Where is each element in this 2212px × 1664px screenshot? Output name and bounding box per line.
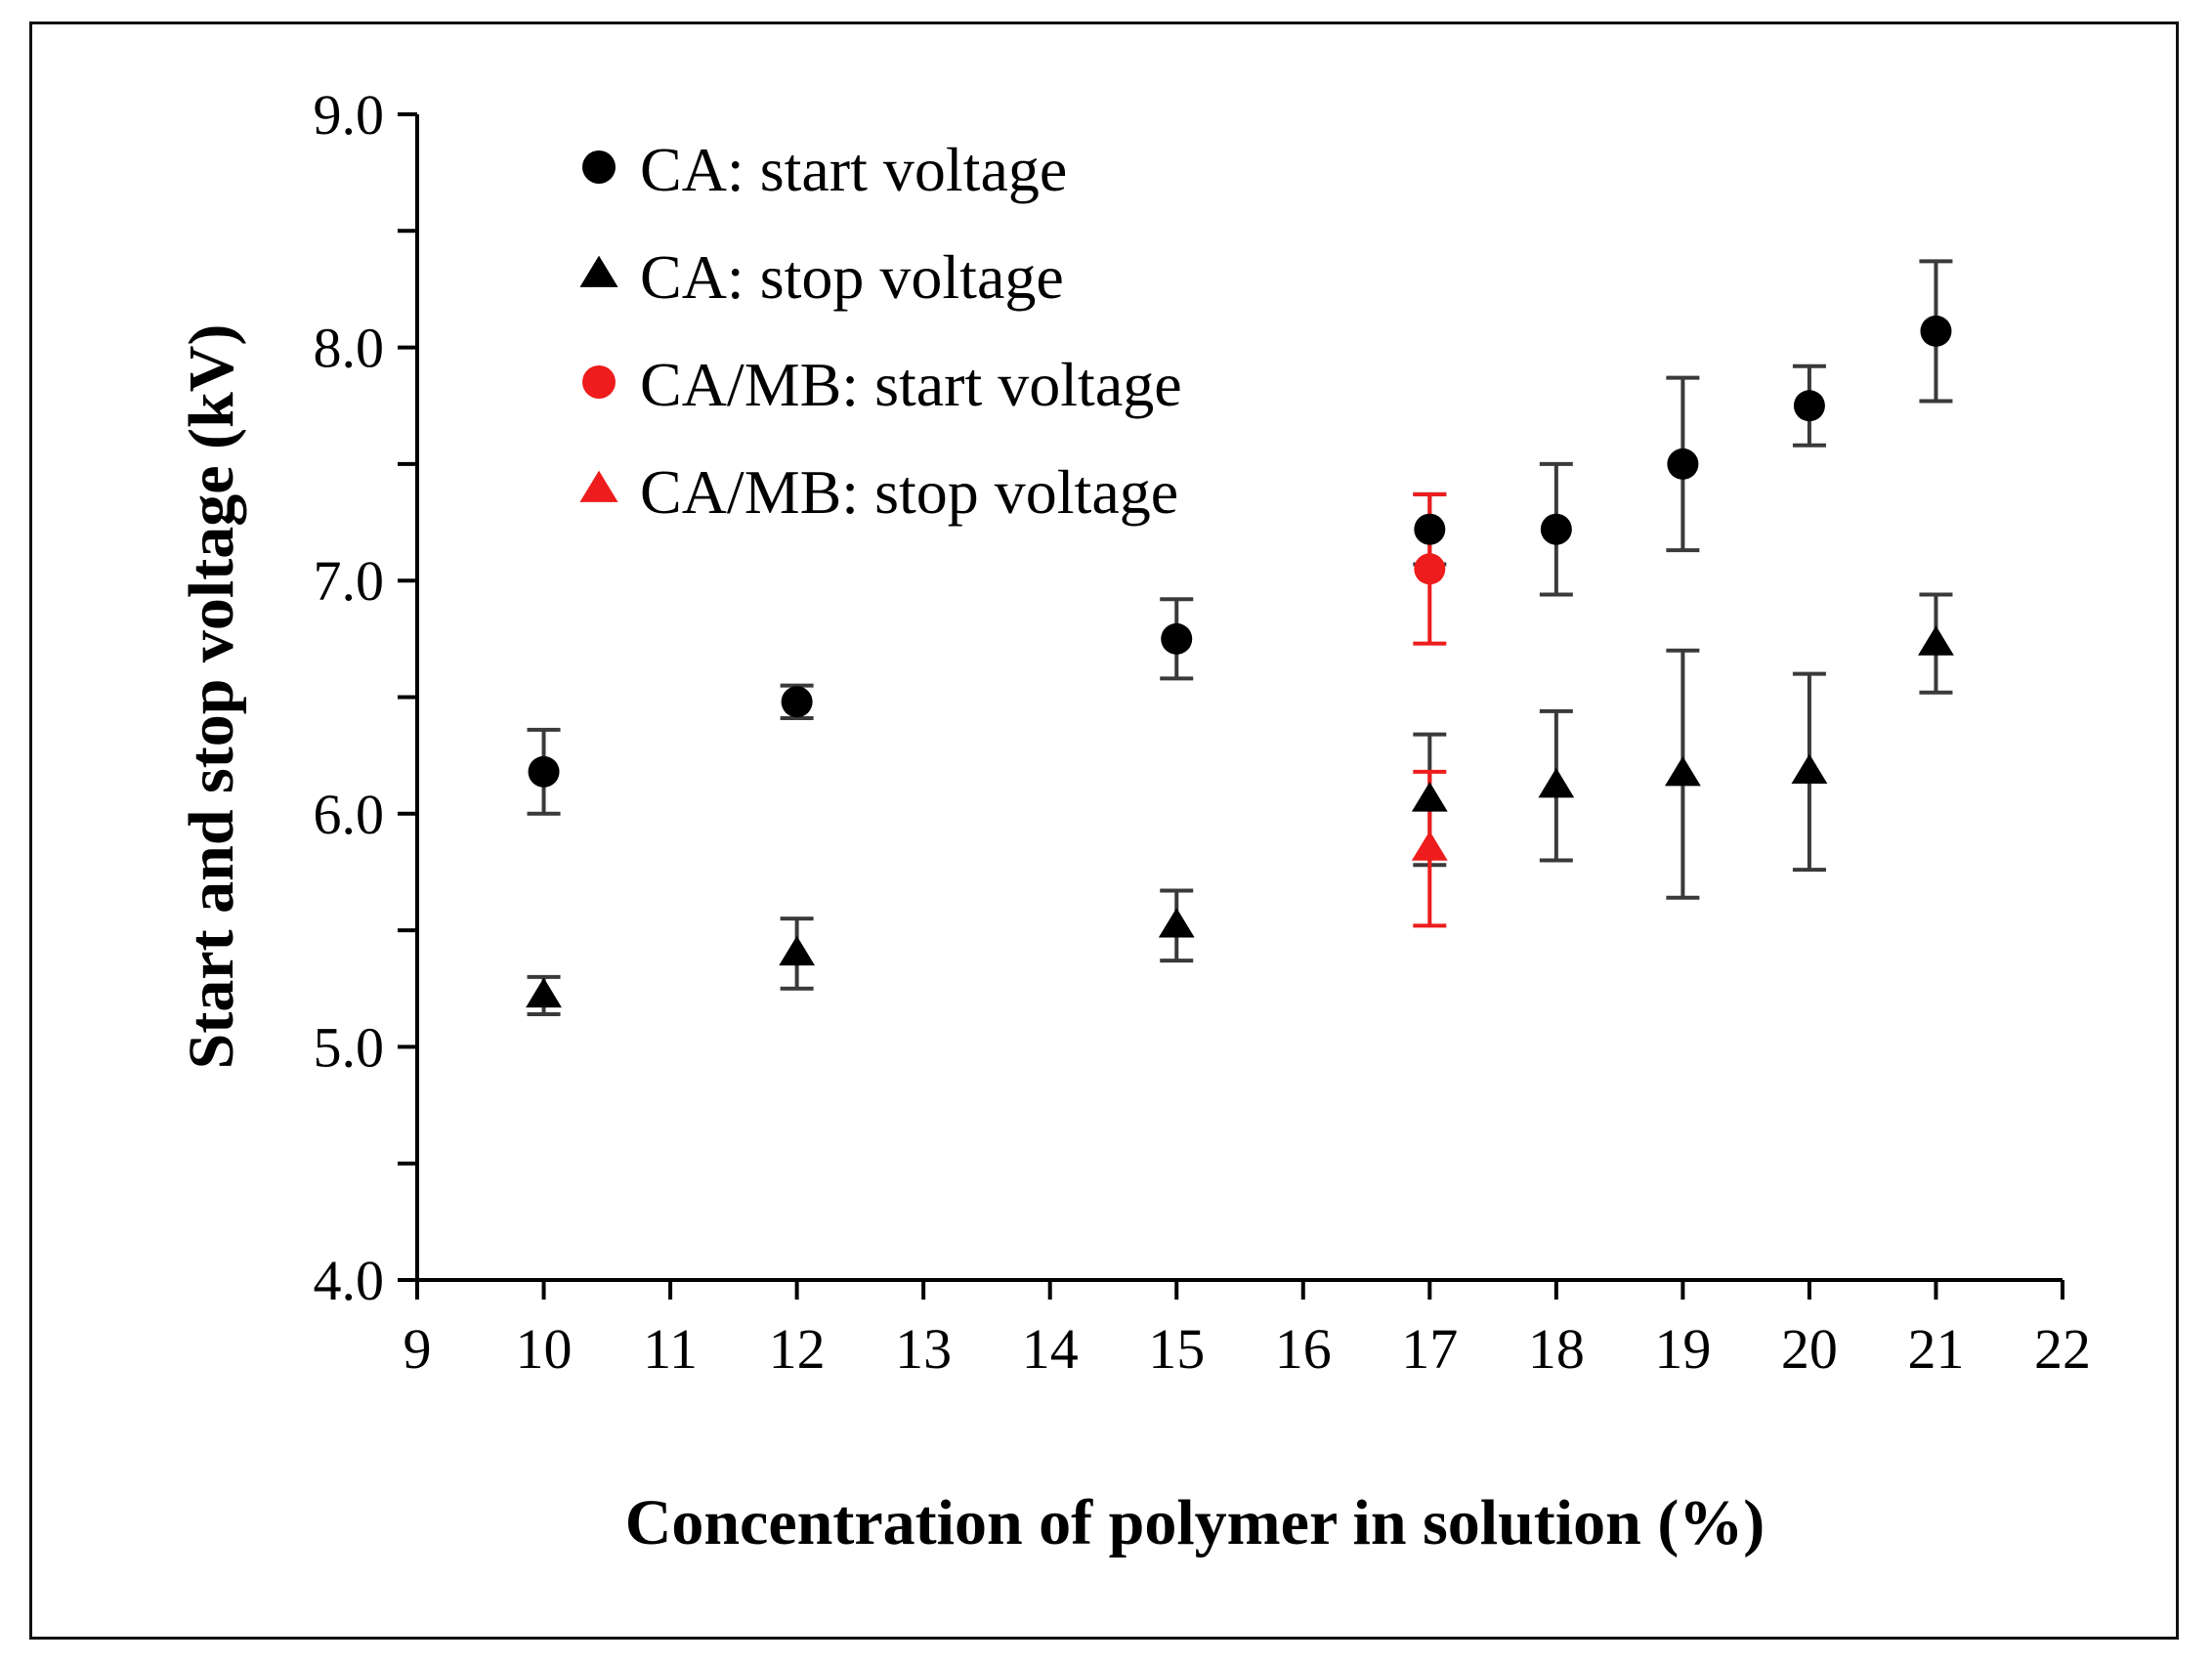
- legend-marker-ca-mb-start-voltage: [582, 365, 616, 399]
- y-tick-label-7.0: 7.0: [314, 549, 385, 613]
- point-ca-start-voltage-10: [528, 755, 560, 788]
- x-tick-label-19: 19: [1654, 1317, 1711, 1381]
- figure-frame: 9 10 11 12 13 14 15 16 17 18 19 20 21 22 4.0 5.0 6.0 7.0 8…: [29, 21, 2179, 1640]
- x-tick-label-11: 11: [643, 1317, 698, 1381]
- x-tick-label-10: 10: [516, 1317, 573, 1381]
- x-tick-label-20: 20: [1781, 1317, 1838, 1381]
- x-axis-label: Concentration of polymer in solution (%): [625, 1487, 1765, 1558]
- ticks: [398, 112, 2064, 1300]
- y-axis-label: Start and stop voltage (kV): [176, 324, 247, 1070]
- legend-entry-ca-mb-start-voltage: CA/MB: start voltage: [582, 350, 1182, 419]
- legend-label-ca-stop-voltage: CA: stop voltage: [640, 242, 1064, 312]
- point-ca-stop-voltage-20: [1791, 753, 1828, 785]
- y-tick-label-8.0: 8.0: [314, 317, 385, 380]
- legend-label-ca-mb-stop-voltage: CA/MB: stop voltage: [640, 457, 1178, 527]
- point-ca-stop-voltage-15: [1158, 908, 1195, 938]
- x-tick-label-17: 17: [1401, 1317, 1458, 1381]
- point-ca-mb-stop-voltage-17: [1411, 831, 1448, 861]
- point-ca-mb-start-voltage-17: [1414, 553, 1446, 585]
- y-tick-label-4.0: 4.0: [314, 1249, 385, 1312]
- x-tick-label-18: 18: [1528, 1317, 1585, 1381]
- markers: [526, 315, 1954, 1008]
- point-ca-stop-voltage-10: [526, 977, 562, 1008]
- chart: 9 10 11 12 13 14 15 16 17 18 19 20 21 22 4.0 5.0 6.0 7.0 8…: [176, 83, 2092, 1558]
- point-ca-start-voltage-15: [1161, 622, 1193, 655]
- y-tick-label-6.0: 6.0: [314, 783, 385, 846]
- point-ca-start-voltage-12: [781, 686, 813, 718]
- point-ca-stop-voltage-17: [1411, 782, 1448, 812]
- point-ca-start-voltage-17: [1414, 513, 1446, 545]
- legend-marker-ca-mb-stop-voltage: [579, 470, 618, 502]
- x-tick-label-12: 12: [769, 1317, 826, 1381]
- legend-marker-ca-start-voltage: [582, 150, 616, 184]
- legend-entry-ca-stop-voltage: CA: stop voltage: [579, 242, 1064, 312]
- point-ca-start-voltage-21: [1920, 315, 1952, 347]
- y-tick-label-9.0: 9.0: [314, 83, 385, 147]
- y-tick-label-5.0: 5.0: [314, 1015, 385, 1079]
- x-tick-label-22: 22: [2034, 1317, 2091, 1381]
- x-tick-label-16: 16: [1275, 1317, 1332, 1381]
- legend-label-ca-mb-start-voltage: CA/MB: start voltage: [640, 350, 1182, 419]
- legend-label-ca-start-voltage: CA: start voltage: [640, 135, 1067, 204]
- x-tick-label-15: 15: [1148, 1317, 1205, 1381]
- x-tick-label-9: 9: [404, 1317, 432, 1381]
- point-ca-start-voltage-18: [1540, 513, 1572, 545]
- point-ca-start-voltage-19: [1667, 448, 1699, 480]
- tick-labels: 9 10 11 12 13 14 15 16 17 18 19 20 21 22 4.0 5.0 6.0 7.0 8…: [314, 83, 2092, 1381]
- x-tick-label-21: 21: [1907, 1317, 1964, 1381]
- x-tick-label-14: 14: [1022, 1317, 1079, 1381]
- legend-entry-ca-start-voltage: CA: start voltage: [582, 135, 1067, 204]
- legend-entry-ca-mb-stop-voltage: CA/MB: stop voltage: [579, 457, 1178, 527]
- point-ca-stop-voltage-21: [1918, 625, 1954, 656]
- x-tick-label-13: 13: [895, 1317, 952, 1381]
- legend-marker-ca-stop-voltage: [579, 255, 618, 287]
- legend: CA: start voltage CA: stop voltage CA/MB: …: [579, 135, 1182, 527]
- point-ca-stop-voltage-19: [1664, 755, 1701, 787]
- point-ca-start-voltage-20: [1793, 390, 1825, 422]
- point-ca-stop-voltage-12: [779, 935, 816, 966]
- point-ca-stop-voltage-18: [1538, 767, 1575, 798]
